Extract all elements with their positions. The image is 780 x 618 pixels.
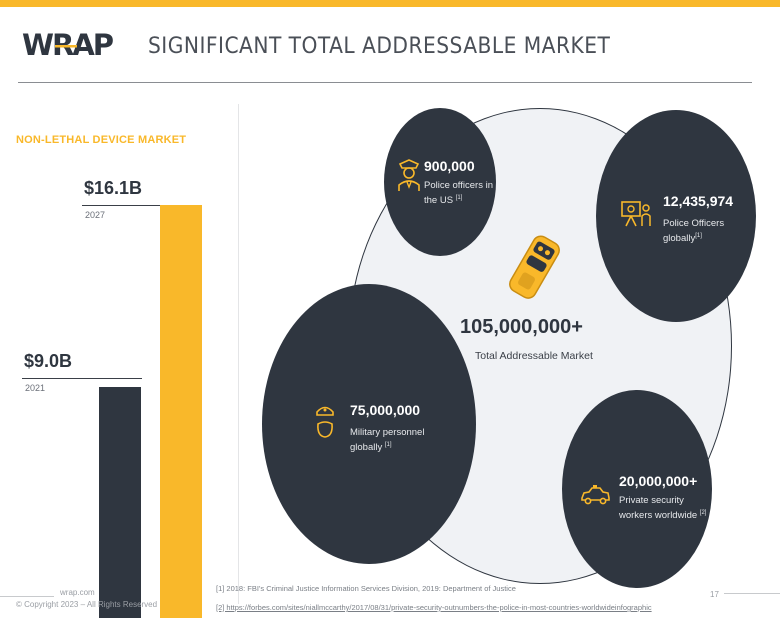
footer-divider-right xyxy=(724,593,780,594)
car-icon xyxy=(581,485,610,505)
tam-label: Total Addressable Market xyxy=(475,350,593,362)
stat-desc-us-police: Police officers in the US [1] xyxy=(424,180,493,207)
bar-year-2021: 2021 xyxy=(25,383,46,393)
column-divider xyxy=(238,104,239,604)
stat-desc-global-police: Police Officers globally[1] xyxy=(663,218,725,245)
title-divider xyxy=(18,82,752,83)
presenter-icon xyxy=(621,201,651,227)
stat-number-private-security: 20,000,000+ xyxy=(619,473,698,489)
bar-year-2027: 2027 xyxy=(85,210,106,220)
footnote-1: [1] 2018: FBI's Criminal Justice Informa… xyxy=(216,584,516,593)
footer-divider-left xyxy=(0,596,54,597)
bar-value-2027: $16.1B xyxy=(84,178,143,198)
market-label: NON-LETHAL DEVICE MARKET xyxy=(16,134,187,146)
page-number: 17 xyxy=(710,590,719,599)
bar-2021 xyxy=(99,387,141,618)
logo-accent xyxy=(55,45,77,48)
bar-line-2021 xyxy=(22,378,142,379)
footnote-2-link[interactable]: [2] https://forbes.com/sites/niallmccart… xyxy=(216,603,652,612)
page-title: SIGNIFICANT TOTAL ADDRESSABLE MARKET xyxy=(148,34,611,59)
stat-number-us-police: 900,000 xyxy=(424,158,475,174)
bar-2027 xyxy=(160,205,202,618)
stat-desc-military: Military personnel globally [1] xyxy=(350,427,425,454)
top-accent-bar xyxy=(0,0,780,7)
stat-circle-private-security xyxy=(562,390,712,588)
footer-site[interactable]: wrap.com xyxy=(60,588,95,597)
stat-circle-military xyxy=(262,284,476,564)
bar-value-2021: $9.0B xyxy=(24,351,73,371)
footer-copyright: © Copyright 2023 – All Rights Reserved xyxy=(16,600,158,609)
bar-line-2027 xyxy=(82,205,202,206)
wrap-logo: WRAP xyxy=(22,28,116,62)
stat-number-global-police: 12,435,974 xyxy=(663,193,734,209)
military-icon xyxy=(316,406,334,438)
police-officer-icon xyxy=(398,159,420,191)
stat-desc-private-security: Private security workers worldwide [2] xyxy=(619,495,707,522)
stat-number-military: 75,000,000 xyxy=(350,402,421,418)
tam-total: 105,000,000+ xyxy=(460,316,583,338)
stun-device-icon xyxy=(509,235,560,299)
